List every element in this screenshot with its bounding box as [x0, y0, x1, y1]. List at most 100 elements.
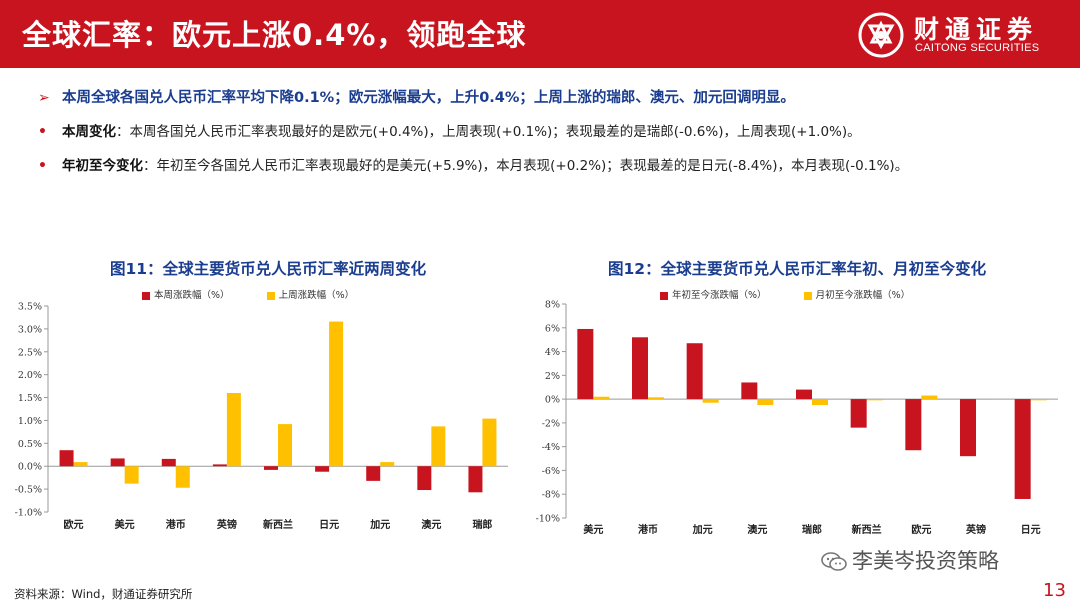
- legend-swatch-red: [142, 291, 150, 300]
- x-tick-label: 新西兰: [263, 518, 293, 531]
- ytd-change-bullet: • 年初至今变化：年初至今各国兑人民币汇率表现最好的是美元(+5.9%)，本月表…: [38, 156, 1068, 190]
- y-tick-label: -8%: [542, 490, 560, 501]
- bar-series-2: [866, 399, 883, 401]
- weekly-change-label: 本周变化: [62, 124, 116, 140]
- legend-label: 月初至今涨跌幅（%）: [815, 290, 911, 301]
- y-tick-label: 8%: [545, 300, 560, 311]
- legend-swatch-yellow: [803, 291, 812, 300]
- lead-bullet: ➢ 本周全球各国兑人民币汇率平均下降0.1%；欧元涨幅最大，上升0.4%；上周上…: [38, 88, 1068, 122]
- y-tick-label: 1.0%: [18, 416, 42, 427]
- y-tick-label: 4%: [545, 347, 560, 358]
- bar-series-1: [161, 458, 176, 467]
- x-tick-label: 加元: [692, 523, 713, 536]
- x-tick-label: 瑞郎: [472, 518, 492, 531]
- bar-series-2: [124, 466, 139, 484]
- arrow-bullet-icon: ➢: [38, 90, 50, 106]
- page-header: 全球汇率：欧元上涨0.4%，领跑全球 财通证券 CAITONG SECURITI…: [0, 0, 1080, 68]
- x-tick-label: 日元: [1021, 524, 1041, 536]
- wechat-icon: [821, 552, 847, 571]
- ytd-change-text: 年初至今变化：年初至今各国兑人民币汇率表现最好的是美元(+5.9%)，本月表现(…: [62, 156, 908, 176]
- bar-series-1: [315, 466, 330, 472]
- bar-series-2: [812, 399, 828, 406]
- chart-11-title: 图11：全球主要货币兑人民币汇率近两周变化: [110, 260, 427, 278]
- x-tick-label: 美元: [115, 518, 135, 531]
- y-tick-label: 2%: [545, 371, 560, 382]
- caitong-logo-icon: [858, 12, 904, 58]
- y-tick-label: 0.5%: [18, 439, 42, 450]
- x-tick-label: 美元: [583, 523, 603, 536]
- weekly-change-bullet: • 本周变化：本周各国兑人民币汇率表现最好的是欧元(+0.4%)，上周表现(+0…: [38, 122, 1068, 156]
- y-tick-label: 3.5%: [18, 302, 42, 313]
- bar-series-1: [417, 466, 432, 491]
- lead-text: 本周全球各国兑人民币汇率平均下降0.1%；欧元涨幅最大，上升0.4%；上周上涨的…: [62, 90, 795, 106]
- chart-11-legend: 本周涨跌幅（%） 上周涨跌幅（%）: [142, 287, 388, 301]
- legend-item-this-week: 本周涨跌幅（%）: [142, 287, 230, 301]
- x-tick-label: 欧元: [64, 518, 84, 531]
- bar-series-1: [366, 466, 381, 481]
- y-tick-label: 1.5%: [18, 393, 42, 404]
- y-tick-label: -1.0%: [15, 508, 42, 519]
- logo-text-en: CAITONG SECURITIES: [915, 42, 1040, 54]
- bar-series-1: [632, 337, 648, 400]
- bar-series-2: [757, 399, 774, 406]
- bar-series-1: [1014, 399, 1031, 499]
- bar-series-2: [482, 418, 497, 467]
- bar-series-2: [175, 466, 190, 488]
- y-tick-label: 6%: [545, 323, 560, 334]
- bar-series-2: [1030, 399, 1047, 401]
- bar-series-2: [593, 396, 610, 400]
- bar-series-1: [264, 466, 278, 470]
- bar-series-2: [329, 321, 344, 467]
- x-tick-label: 港币: [166, 518, 186, 531]
- bar-series-1: [796, 389, 812, 400]
- y-tick-label: 2.5%: [18, 347, 42, 358]
- bar-series-2: [380, 462, 395, 467]
- y-tick-label: -0.5%: [15, 485, 42, 496]
- bar-series-1: [468, 466, 483, 493]
- bar-series-1: [686, 343, 703, 400]
- weekly-change-body: ：本周各国兑人民币汇率表现最好的是欧元(+0.4%)，上周表现(+0.1%)；表…: [116, 124, 861, 140]
- bar-series-2: [431, 426, 446, 467]
- bar-series-2: [73, 462, 88, 467]
- chart-12: -10% -8% -6% -4% -2% 0% 2% 4% 6% 8% 美元 港币 加元 澳元 瑞郎 新西兰 欧…: [536, 300, 1058, 536]
- legend-label: 年初至今涨跌幅（%）: [672, 290, 767, 301]
- ytd-change-body: ：年初至今各国兑人民币汇率表现最好的是美元(+5.9%)，本月表现(+0.2%)…: [143, 158, 909, 174]
- bar-series-1: [850, 399, 867, 428]
- bar-series-1: [960, 399, 976, 457]
- x-tick-label: 英镑: [216, 518, 237, 531]
- x-tick-label: 日元: [319, 519, 339, 531]
- y-tick-label: 0.0%: [18, 462, 42, 473]
- page-number: 13: [1043, 580, 1066, 601]
- legend-item-ytd: 年初至今涨跌幅（%）: [660, 287, 767, 301]
- bar-series-2: [976, 399, 992, 400]
- source-note: 资料来源：Wind，财通证券研究所: [14, 587, 193, 601]
- x-tick-label: 新西兰: [852, 523, 882, 536]
- x-tick-label: 瑞郎: [802, 523, 822, 536]
- page-title: 全球汇率：欧元上涨0.4%，领跑全球: [22, 18, 527, 52]
- watermark: 李美岑投资策略: [820, 545, 999, 575]
- bar-series-1: [577, 328, 594, 400]
- chart-12-title: 图12：全球主要货币兑人民币汇率年初、月初至今变化: [608, 260, 987, 278]
- logo-text-cn: 财通证券: [914, 15, 1039, 44]
- summary-bullets: ➢ 本周全球各国兑人民币汇率平均下降0.1%；欧元涨幅最大，上升0.4%；上周上…: [38, 88, 1068, 190]
- weekly-change-text: 本周变化：本周各国兑人民币汇率表现最好的是欧元(+0.4%)，上周表现(+0.1…: [62, 122, 861, 142]
- legend-label: 上周涨跌幅（%）: [278, 290, 355, 301]
- bar-series-2: [648, 397, 664, 400]
- chart-12-legend: 年初至今涨跌幅（%） 月初至今涨跌幅（%）: [660, 287, 944, 301]
- bar-series-1: [741, 382, 758, 400]
- y-tick-label: 0%: [545, 395, 560, 406]
- ytd-change-label: 年初至今变化: [62, 158, 143, 174]
- dot-bullet-icon: •: [38, 124, 47, 140]
- y-tick-label: 3.0%: [18, 324, 42, 335]
- bar-series-1: [110, 458, 125, 467]
- bar-series-2: [226, 392, 241, 467]
- legend-label: 本周涨跌幅（%）: [154, 290, 230, 301]
- legend-swatch-red: [660, 291, 668, 300]
- bar-series-2: [278, 424, 292, 467]
- watermark-text: 李美岑投资策略: [852, 549, 999, 573]
- y-tick-label: -2%: [542, 418, 560, 429]
- y-tick-label: -4%: [542, 442, 560, 453]
- legend-swatch-yellow: [266, 291, 275, 300]
- x-tick-label: 澳元: [747, 523, 767, 536]
- company-logo: 财通证券 CAITONG SECURITIES: [858, 10, 1068, 60]
